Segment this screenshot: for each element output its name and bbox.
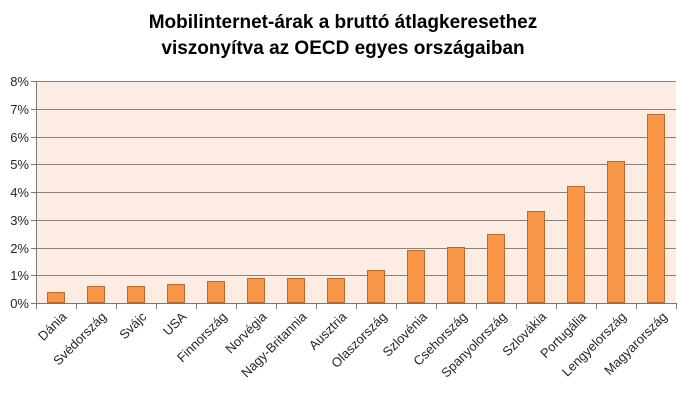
y-axis-tick (31, 108, 36, 110)
x-axis-tick (76, 304, 77, 309)
y-axis-label: 0% (10, 296, 29, 311)
bar (127, 286, 145, 303)
y-axis-tick (31, 219, 36, 221)
y-axis-tick (31, 192, 36, 193)
plot-area (36, 81, 676, 303)
y-axis-tick (31, 303, 36, 304)
x-axis-tick (596, 304, 597, 309)
x-axis-tick (356, 304, 357, 309)
bar (87, 286, 105, 303)
x-axis-tick (316, 304, 317, 309)
bar (167, 284, 185, 303)
x-axis-tick (236, 304, 237, 309)
y-axis-label: 3% (10, 212, 29, 228)
gridline (36, 192, 676, 193)
bar (567, 186, 585, 303)
gridline (36, 81, 676, 82)
x-axis-tick (676, 304, 677, 309)
bar (247, 278, 265, 303)
bar (647, 114, 665, 303)
x-axis-label: USA (160, 309, 190, 339)
y-axis-line (36, 81, 37, 304)
x-axis-tick (116, 304, 117, 309)
gridline (36, 275, 676, 277)
x-axis-tick (636, 304, 637, 309)
y-axis-label: 7% (10, 101, 29, 117)
gridline (36, 247, 676, 249)
y-axis-label: 5% (10, 157, 29, 173)
gridline (36, 108, 676, 110)
y-axis-tick (31, 247, 36, 249)
y-axis-tick (31, 275, 36, 277)
gridline (36, 136, 676, 138)
x-axis-label: Svájc (116, 309, 150, 343)
bar (47, 292, 65, 303)
bar (447, 247, 465, 303)
y-axis-tick (31, 136, 36, 138)
x-axis-tick (156, 304, 157, 309)
bar (607, 161, 625, 303)
x-axis-line (32, 303, 677, 304)
chart-title-line-2: viszonyítva az OECD egyes országaiban (161, 38, 525, 59)
gridline (36, 164, 676, 166)
x-axis-tick (476, 304, 477, 309)
x-axis-tick (556, 304, 557, 309)
y-axis-tick (31, 164, 36, 166)
x-axis-tick (516, 304, 517, 309)
bar (207, 281, 225, 303)
x-axis-tick (196, 304, 197, 309)
x-axis-tick (36, 304, 37, 309)
y-axis-label: 1% (10, 268, 29, 284)
y-axis-label: 2% (10, 240, 29, 256)
bar (407, 250, 425, 303)
x-axis-tick (276, 304, 277, 309)
bar (487, 234, 505, 303)
x-axis-tick (396, 304, 397, 309)
bar (327, 278, 345, 303)
y-axis-label: 4% (10, 185, 29, 200)
bar (527, 211, 545, 303)
chart-title: Mobilinternet-árak a bruttó átlagkereset… (0, 10, 686, 62)
bar (367, 270, 385, 303)
gridline (36, 219, 676, 221)
x-axis-label: Dánia (34, 309, 70, 344)
bar (287, 278, 305, 303)
y-axis-tick (31, 81, 36, 82)
y-axis-label: 6% (10, 129, 29, 145)
y-axis-label: 8% (10, 74, 29, 89)
chart-title-line-1: Mobilinternet-árak a bruttó átlagkereset… (148, 12, 538, 33)
x-axis-tick (436, 304, 437, 309)
